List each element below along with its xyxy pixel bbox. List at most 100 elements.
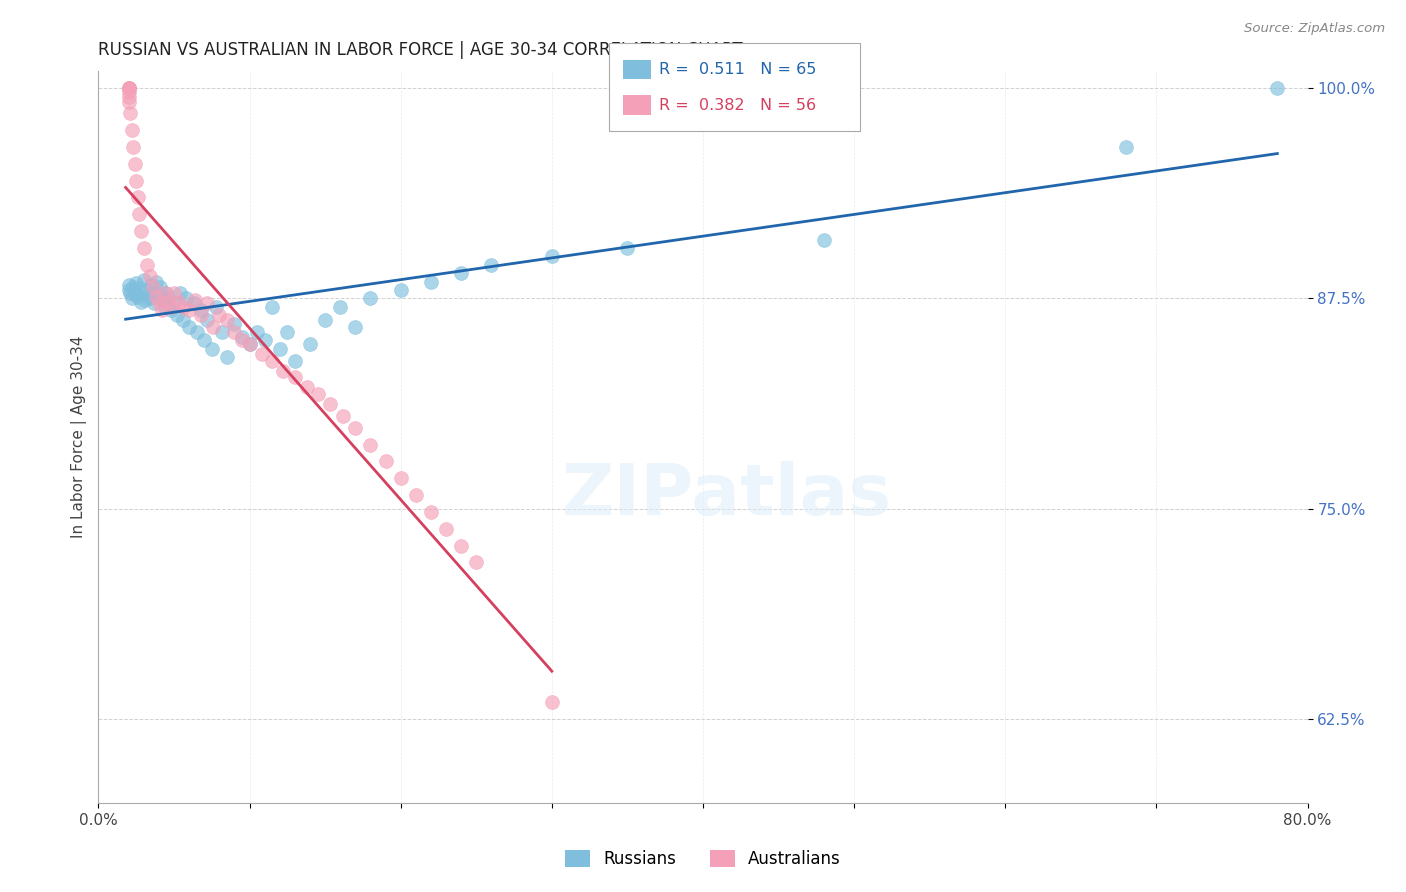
Point [813,233,835,247]
Point [239,336,262,351]
Point [120,106,142,120]
Point [129,224,152,238]
Point [128,207,150,221]
Point [172,313,194,327]
Point [284,353,307,368]
Point [127,190,149,204]
Point [174,291,197,305]
Point [120,286,142,301]
Point [118,89,141,103]
Point [118,81,141,95]
Point [450,266,472,280]
Point [195,296,218,310]
Point [132,241,155,255]
Point [1267,81,1289,95]
Point [139,291,162,305]
Point [118,81,141,95]
Point [420,505,443,519]
Point [142,279,165,293]
Point [142,286,165,301]
Point [374,454,396,468]
Point [141,277,163,292]
Point [231,334,253,348]
Point [271,364,294,378]
Point [135,258,157,272]
Point [122,140,145,154]
Point [262,300,284,314]
Point [136,288,159,302]
Point [124,157,146,171]
Point [150,303,173,318]
Point [205,300,228,314]
Point [135,283,157,297]
Point [231,330,253,344]
Point [183,296,205,310]
Point [128,281,150,295]
Point [124,285,146,299]
Point [201,342,224,356]
Point [169,286,191,301]
Point [134,293,156,307]
Point [299,336,322,351]
Point [186,325,208,339]
Point [262,353,284,368]
Point [208,308,231,322]
Point [211,325,233,339]
Point [118,85,141,99]
Point [153,300,176,314]
Point [184,293,207,307]
Point [239,336,262,351]
Point [450,539,472,553]
Point [202,320,225,334]
Point [155,286,177,301]
Point [145,290,167,304]
Point [389,283,412,297]
Text: ZIPatlas: ZIPatlas [562,461,893,530]
Point [190,308,212,322]
Point [389,471,412,485]
Point [156,294,179,309]
Point [148,296,170,310]
Point [344,320,367,334]
Point [420,275,443,289]
Point [160,300,183,314]
Point [167,294,190,309]
Y-axis label: In Labor Force | Age 30-34: In Labor Force | Age 30-34 [72,335,87,539]
Point [125,174,148,188]
Point [118,283,141,297]
Point [276,325,298,339]
Point [540,695,562,709]
Point [150,293,173,307]
Point [253,334,276,348]
Point [143,296,166,310]
Point [224,317,246,331]
Point [163,286,186,301]
Point [129,294,152,309]
Point [481,258,503,272]
Text: RUSSIAN VS AUSTRALIAN IN LABOR FORCE | AGE 30-34 CORRELATION CHART: RUSSIAN VS AUSTRALIAN IN LABOR FORCE | A… [98,41,742,59]
Point [125,288,148,302]
Point [118,81,141,95]
Point [215,350,238,364]
Point [127,290,149,304]
Text: Source: ZipAtlas.com: Source: ZipAtlas.com [1244,22,1385,36]
Point [156,291,179,305]
Point [139,269,162,284]
Point [318,397,340,411]
Point [193,334,215,348]
Point [540,249,562,263]
Point [166,308,188,322]
Point [179,320,201,334]
Point [153,286,176,301]
Point [195,313,218,327]
Text: R =  0.511   N = 65: R = 0.511 N = 65 [659,62,817,77]
Point [224,325,246,339]
Point [284,370,307,384]
Point [307,387,329,401]
Point [149,279,172,293]
Point [360,437,382,451]
Point [360,291,382,305]
Point [332,409,354,423]
Point [118,95,141,109]
Point [179,303,201,318]
